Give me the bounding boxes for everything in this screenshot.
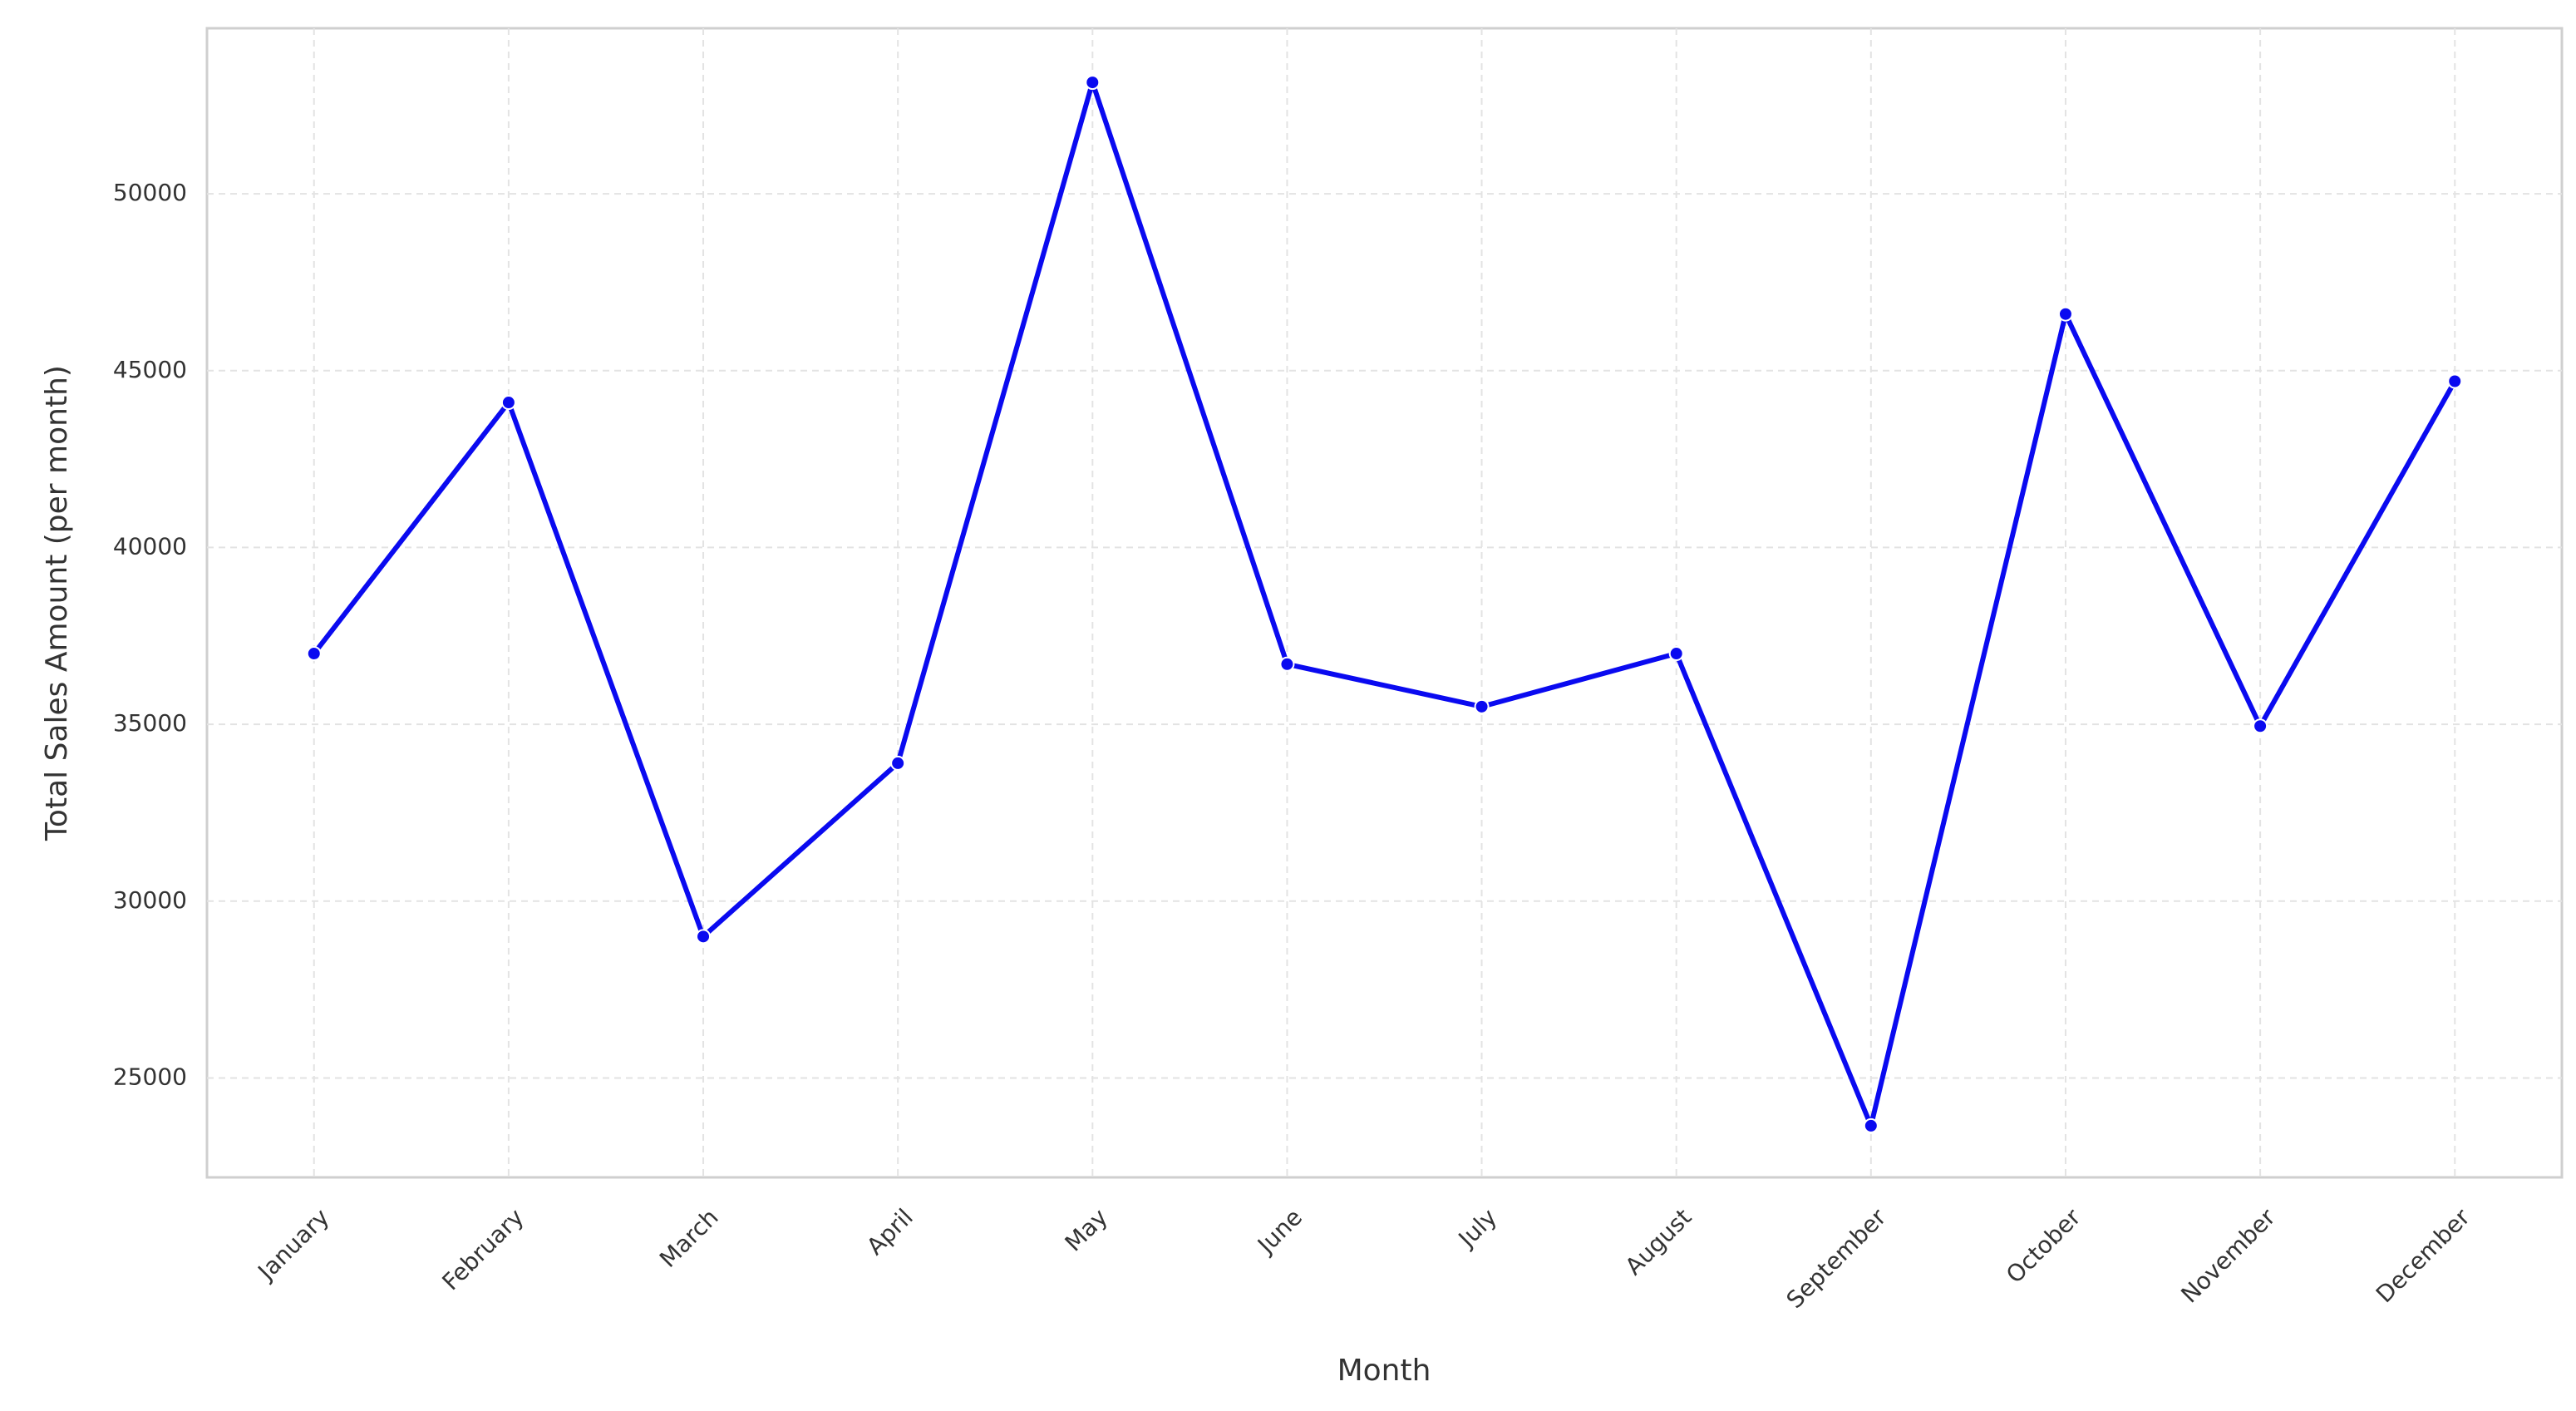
point [306, 646, 322, 662]
x-tick-label: March [654, 1203, 724, 1273]
x-tick-label: January [252, 1203, 335, 1286]
point [2253, 718, 2268, 734]
point [1279, 656, 1295, 672]
y-tick-label: 45000 [113, 356, 187, 383]
x-tick-label: December [2371, 1203, 2475, 1308]
x-tick-label: October [2001, 1203, 2086, 1289]
x-tick-label: May [1060, 1203, 1113, 1256]
x-tick-label: September [1781, 1203, 1892, 1314]
line [312, 80, 2457, 1128]
point [1668, 646, 1684, 662]
x-axis-label: Month [1337, 1354, 1431, 1388]
point [1085, 75, 1101, 91]
point [500, 395, 516, 411]
point [1863, 1117, 1879, 1133]
point [696, 929, 712, 945]
point [1474, 698, 1490, 714]
point [2057, 306, 2073, 322]
x-tick-label: February [436, 1203, 529, 1295]
plot-frame [205, 27, 2564, 1179]
point [890, 755, 906, 771]
x-tick-label: August [1620, 1203, 1697, 1280]
x-tick-label: June [1251, 1203, 1308, 1260]
y-axis-label: Total Sales Amount (per month) [40, 365, 74, 841]
y-tick-label: 30000 [113, 886, 187, 914]
x-tick-label: April [861, 1203, 919, 1261]
y-tick-label: 40000 [113, 532, 187, 560]
y-tick-label: 50000 [113, 179, 187, 206]
x-tick-label: July [1452, 1203, 1502, 1253]
x-tick-label: November [2175, 1203, 2281, 1309]
point [2447, 373, 2463, 389]
y-tick-label: 35000 [113, 709, 187, 737]
y-tick-label: 25000 [113, 1063, 187, 1090]
